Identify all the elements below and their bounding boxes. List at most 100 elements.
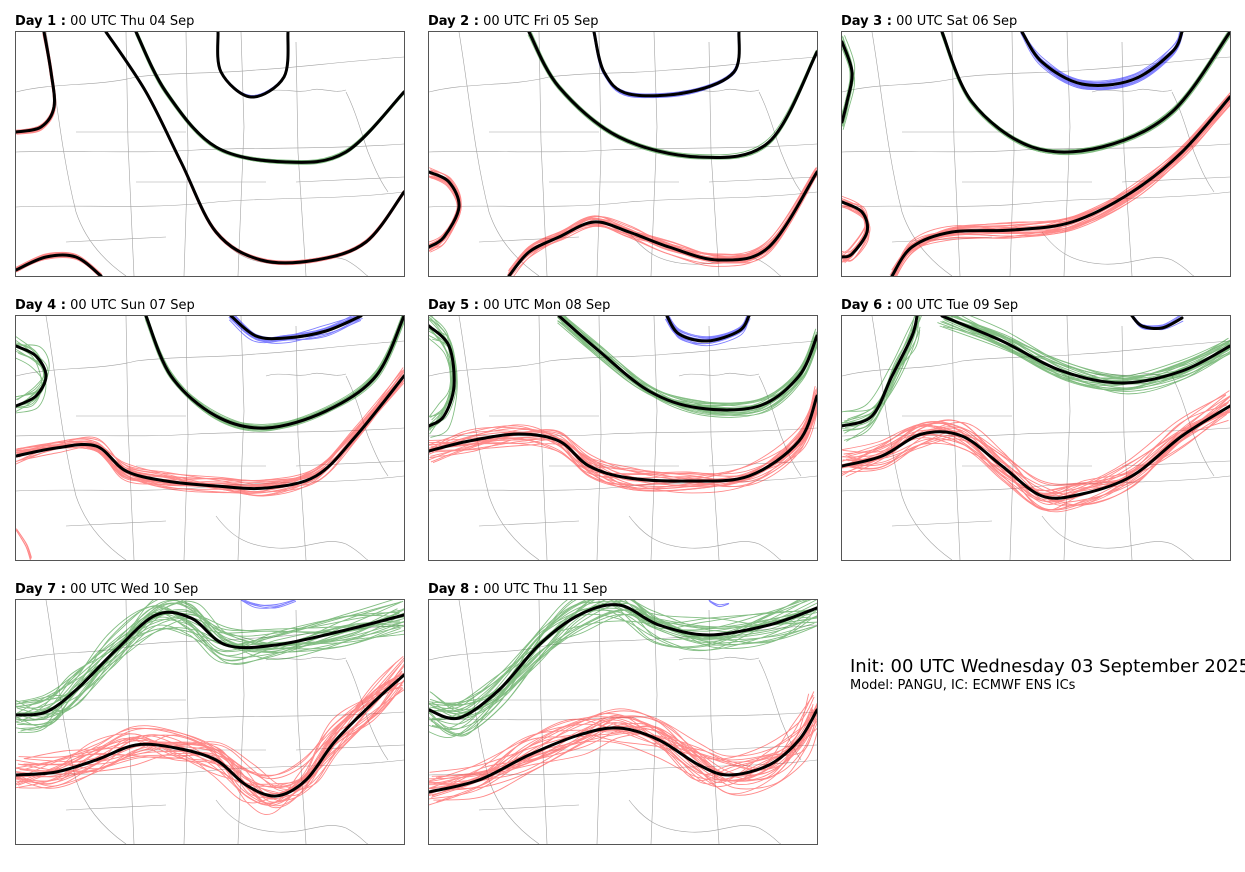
day-label: Day 4 : [15, 298, 66, 313]
day-label: Day 5 : [428, 298, 479, 313]
blue-contour-members [216, 32, 290, 98]
green-contour-ensemble-mean [16, 610, 404, 717]
green-member-line [432, 600, 817, 713]
green-member-line [17, 628, 404, 733]
red-member-line [17, 375, 404, 483]
map-boundary [871, 316, 953, 560]
map-boundary [429, 711, 817, 721]
red-member-line [430, 713, 815, 793]
green-contour-ensemble-mean [134, 32, 404, 164]
red-member-line [16, 379, 401, 487]
green-member-line [435, 600, 817, 736]
map-frame [15, 315, 405, 561]
blue-member-line [217, 32, 289, 97]
map-frame [428, 315, 818, 561]
green-member-line [136, 32, 404, 164]
panel-title: Day 8 : 00 UTC Thu 11 Sep [428, 583, 607, 597]
red-member-line [430, 409, 817, 489]
green-member-line [429, 600, 802, 713]
green-contour-members [16, 600, 404, 733]
red-member-line [429, 722, 814, 789]
red-member-line [18, 370, 404, 486]
red-member-line [891, 97, 1229, 276]
map-boundary [1041, 515, 1195, 560]
blue-member-line [594, 32, 741, 97]
red-member-line [896, 103, 1230, 276]
green-member-line [145, 316, 404, 428]
red-member-line [842, 394, 1227, 492]
valid-time: 00 UTC Fri 05 Sep [483, 14, 599, 29]
spaghetti-map [16, 316, 404, 560]
green-member-line [429, 318, 452, 418]
red-member-line [508, 168, 817, 275]
blue-member-line [217, 32, 289, 98]
map-boundary [237, 600, 245, 844]
green-member-line [949, 316, 1229, 383]
panel-title: Day 4 : 00 UTC Sun 07 Sep [15, 299, 195, 313]
red-member-line [429, 709, 814, 800]
green-contour-ensemble-mean [144, 316, 404, 430]
green-member-line [16, 347, 48, 401]
map-boundary [1121, 460, 1230, 467]
red-member-line [510, 173, 815, 276]
green-member-line [135, 33, 404, 163]
red-member-line [892, 96, 1230, 276]
green-member-line [145, 316, 404, 425]
red-member-line [891, 96, 1230, 276]
green-contour-members [134, 32, 404, 165]
red-member-line [429, 711, 817, 783]
green-member-line [146, 316, 403, 429]
blue-contour-ensemble-mean [1020, 32, 1184, 87]
red-contour-ensemble-mean [842, 200, 870, 259]
map-boundary [429, 191, 817, 208]
green-member-line [136, 32, 404, 164]
map-boundary [265, 372, 347, 377]
green-member-line [843, 316, 920, 422]
green-member-line [145, 316, 404, 428]
red-member-line [510, 174, 817, 276]
red-contour-members [507, 166, 817, 276]
red-contour-members [429, 691, 817, 806]
map-frame [428, 599, 818, 845]
green-member-line [136, 32, 404, 163]
green-member-line [136, 32, 404, 164]
map-boundary [295, 41, 307, 276]
green-member-line [16, 609, 400, 715]
red-member-line [429, 707, 813, 792]
red-member-line [509, 174, 817, 274]
map-boundary [183, 32, 189, 276]
map-boundary [478, 804, 580, 811]
day-label: Day 2 : [428, 14, 479, 29]
map-frame [841, 315, 1231, 561]
red-contour-ensemble-mean [16, 253, 103, 276]
map-boundary [650, 32, 658, 276]
blue-contour-members [708, 600, 730, 608]
green-member-line [943, 318, 1230, 390]
red-member-line [508, 174, 817, 276]
green-member-line [135, 32, 404, 165]
green-contour-ensemble-mean [557, 316, 817, 412]
green-contour-ensemble-mean [940, 316, 1230, 385]
map-boundary [16, 427, 404, 437]
red-member-line [17, 373, 404, 487]
map-boundary [65, 520, 167, 527]
red-member-line [429, 389, 817, 477]
green-member-line [146, 316, 404, 431]
blue-contour-members [1020, 32, 1184, 91]
map-boundary [237, 316, 245, 560]
green-member-line [144, 316, 403, 427]
red-member-line [16, 251, 102, 275]
red-member-line [893, 92, 1230, 270]
map-boundary [265, 88, 347, 93]
red-member-line [436, 729, 817, 803]
blue-member-line [216, 33, 289, 98]
green-member-line [564, 316, 817, 407]
map-boundary [708, 325, 720, 560]
green-contour-members [556, 316, 817, 418]
red-member-line [429, 401, 814, 486]
green-member-line [146, 317, 404, 431]
green-member-line [431, 600, 817, 725]
green-member-line [136, 32, 404, 162]
map-boundary [650, 316, 658, 560]
blue-member-line [1021, 32, 1181, 82]
